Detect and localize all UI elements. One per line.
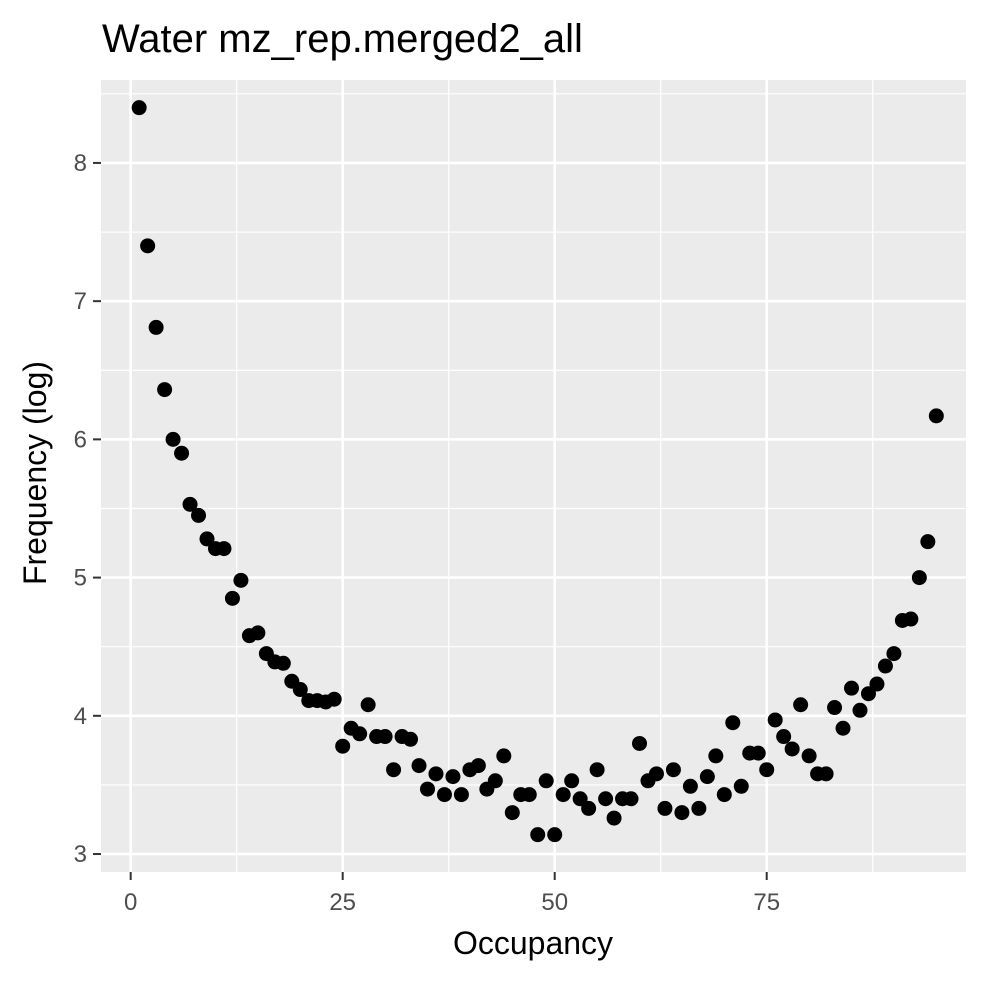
- x-tick-label: 25: [329, 889, 356, 916]
- y-tick-label: 8: [74, 150, 87, 177]
- data-point: [827, 700, 843, 716]
- data-point: [157, 382, 173, 398]
- y-tick-label: 4: [74, 703, 87, 730]
- data-point: [224, 590, 240, 606]
- data-point: [555, 787, 571, 803]
- data-point: [419, 781, 435, 797]
- data-point: [657, 800, 673, 816]
- data-point: [335, 738, 351, 754]
- data-point: [606, 810, 622, 826]
- data-point: [572, 791, 588, 807]
- data-point: [131, 100, 147, 116]
- data-point: [852, 702, 868, 718]
- data-point: [793, 697, 809, 713]
- data-point: [352, 726, 368, 742]
- data-point: [292, 682, 308, 698]
- data-point: [428, 766, 444, 782]
- data-point: [411, 758, 427, 774]
- data-point: [699, 769, 715, 785]
- data-point: [453, 787, 469, 803]
- data-point: [250, 625, 266, 641]
- data-point: [148, 319, 164, 335]
- x-axis: 0 25 50 75: [124, 872, 780, 916]
- data-point: [445, 769, 461, 785]
- data-point: [360, 697, 376, 713]
- data-point: [665, 762, 681, 778]
- chart-title: Water mz_rep.merged2_all: [102, 17, 583, 61]
- data-point: [504, 805, 520, 821]
- data-point: [589, 762, 605, 778]
- data-point: [801, 748, 817, 764]
- data-point: [275, 655, 291, 671]
- data-point: [403, 731, 419, 747]
- data-point: [598, 791, 614, 807]
- data-point: [521, 787, 537, 803]
- data-point: [716, 787, 732, 803]
- data-point: [165, 431, 181, 447]
- data-point: [216, 541, 232, 557]
- data-point: [377, 729, 393, 745]
- data-point: [487, 773, 503, 789]
- data-point: [530, 827, 546, 843]
- data-point: [564, 773, 580, 789]
- data-point: [623, 791, 639, 807]
- x-tick-label: 0: [124, 889, 137, 916]
- y-axis: 3 4 5 6 7 8: [74, 150, 101, 868]
- plot-panel: [101, 80, 966, 872]
- data-point: [632, 735, 648, 751]
- data-point: [835, 720, 851, 736]
- data-point: [708, 748, 724, 764]
- y-axis-title: Frequency (log): [17, 361, 53, 585]
- data-point: [386, 762, 402, 778]
- data-point: [733, 778, 749, 794]
- minor-gridlines: [101, 80, 966, 872]
- data-point: [869, 676, 885, 692]
- data-point: [725, 715, 741, 731]
- x-axis-title: Occupancy: [453, 925, 613, 961]
- data-point: [233, 572, 249, 588]
- data-point: [199, 531, 215, 547]
- data-point: [784, 741, 800, 757]
- data-point: [911, 570, 927, 586]
- data-point: [470, 758, 486, 774]
- data-points: [131, 100, 944, 843]
- x-tick-label: 75: [753, 889, 780, 916]
- data-point: [547, 827, 563, 843]
- data-point: [496, 748, 512, 764]
- data-point: [538, 773, 554, 789]
- data-point: [691, 800, 707, 816]
- data-point: [860, 686, 876, 702]
- data-point: [182, 496, 198, 512]
- major-gridlines: [101, 80, 966, 872]
- y-tick-label: 3: [74, 841, 87, 868]
- data-point: [818, 766, 834, 782]
- data-point: [877, 658, 893, 674]
- data-point: [920, 534, 936, 550]
- data-point: [140, 238, 156, 254]
- data-point: [767, 712, 783, 728]
- data-point: [436, 787, 452, 803]
- data-point: [776, 729, 792, 745]
- data-point: [903, 611, 919, 627]
- data-point: [750, 745, 766, 761]
- data-point: [928, 408, 944, 424]
- data-point: [886, 646, 902, 662]
- y-tick-label: 6: [74, 426, 87, 453]
- data-point: [326, 691, 342, 707]
- data-point: [682, 778, 698, 794]
- data-point: [648, 766, 664, 782]
- data-point: [174, 445, 190, 461]
- data-point: [759, 762, 775, 778]
- y-tick-label: 7: [74, 288, 87, 315]
- data-point: [674, 805, 690, 821]
- data-point: [581, 800, 597, 816]
- y-tick-label: 5: [74, 565, 87, 592]
- data-point: [191, 507, 207, 523]
- x-tick-label: 50: [541, 889, 568, 916]
- data-point: [844, 680, 860, 696]
